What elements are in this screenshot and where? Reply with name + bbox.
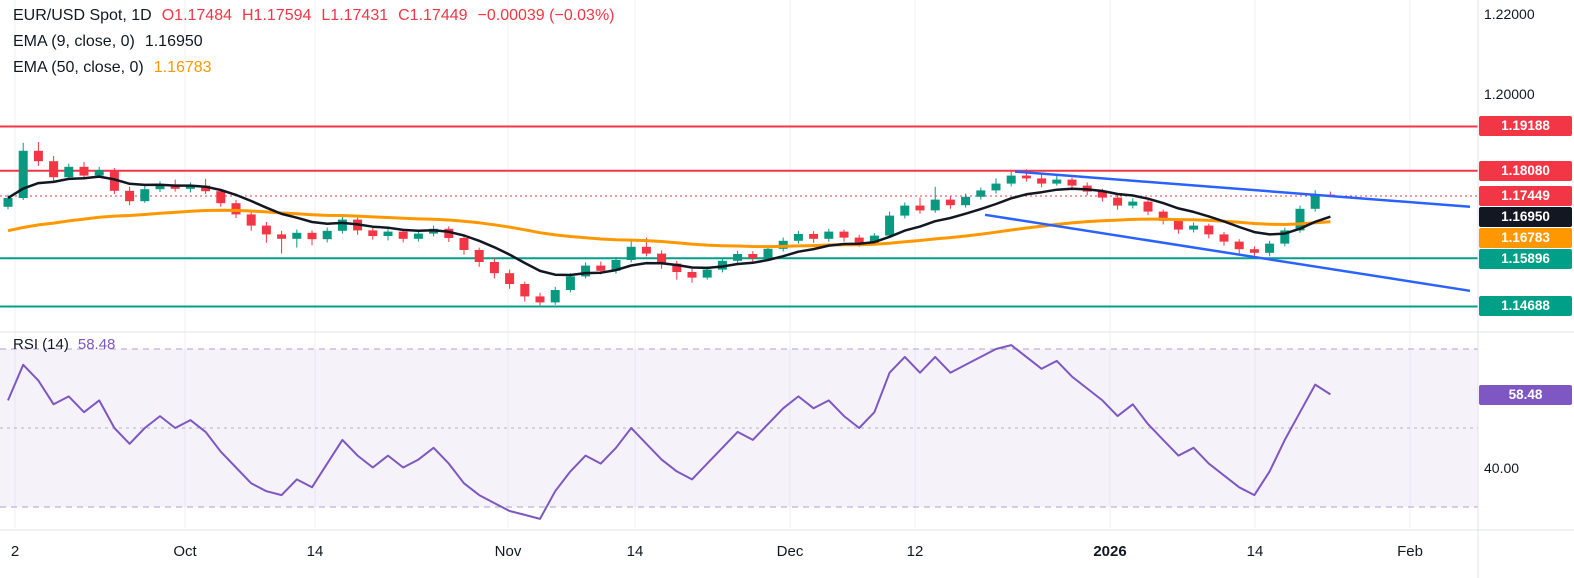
price-badge: 1.16950 [1479,207,1572,227]
price-badge: 1.18080 [1479,161,1572,181]
price-badge: 1.17449 [1479,186,1572,206]
time-label: 14 [626,543,644,560]
symbol-row: EUR/USD Spot, 1D O1.17484 H1.17594 L1.17… [13,7,615,33]
symbol-title[interactable]: EUR/USD Spot, 1D [13,7,152,24]
ema9-row: EMA (9, close, 0) 1.16950 [13,33,615,59]
rsi-tick: 40.00 [1484,460,1520,476]
time-label: 14 [1246,543,1264,560]
price-badge: 1.15896 [1479,249,1572,269]
price-tick: 1.22000 [1484,6,1535,22]
rsi-label[interactable]: RSI (14) [13,336,69,353]
ohlc-high: H1.17594 [242,7,312,24]
price-badge: 1.14688 [1479,296,1572,316]
time-label: Nov [494,543,522,560]
rsi-legend: RSI (14) 58.48 [13,336,115,353]
ema9-value: 1.16950 [144,33,203,50]
time-label: Oct [173,543,197,560]
price-tick: 1.20000 [1484,86,1535,102]
rsi-value: 58.48 [77,336,116,353]
ohlc-change: −0.00039 (−0.03%) [477,7,615,24]
time-label: 2026 [1093,543,1127,560]
time-label: 14 [306,543,324,560]
ema50-label[interactable]: EMA (50, close, 0) [13,59,144,76]
time-label: Dec [776,543,804,560]
price-badge: 1.16783 [1479,228,1572,248]
ohlc-close: C1.17449 [398,7,468,24]
ema50-row: EMA (50, close, 0) 1.16783 [13,59,615,85]
ema50-value: 1.16783 [153,59,212,76]
ema9-label[interactable]: EMA (9, close, 0) [13,33,135,50]
ohlc-open: O1.17484 [161,7,232,24]
time-label: Feb [1397,543,1423,560]
ohlc-low: L1.17431 [321,7,389,24]
price-badge: 1.19188 [1479,116,1572,136]
legend: EUR/USD Spot, 1D O1.17484 H1.17594 L1.17… [13,7,615,85]
rsi-badge: 58.48 [1479,385,1572,405]
time-label: 12 [906,543,924,560]
time-label: 2 [10,543,20,560]
